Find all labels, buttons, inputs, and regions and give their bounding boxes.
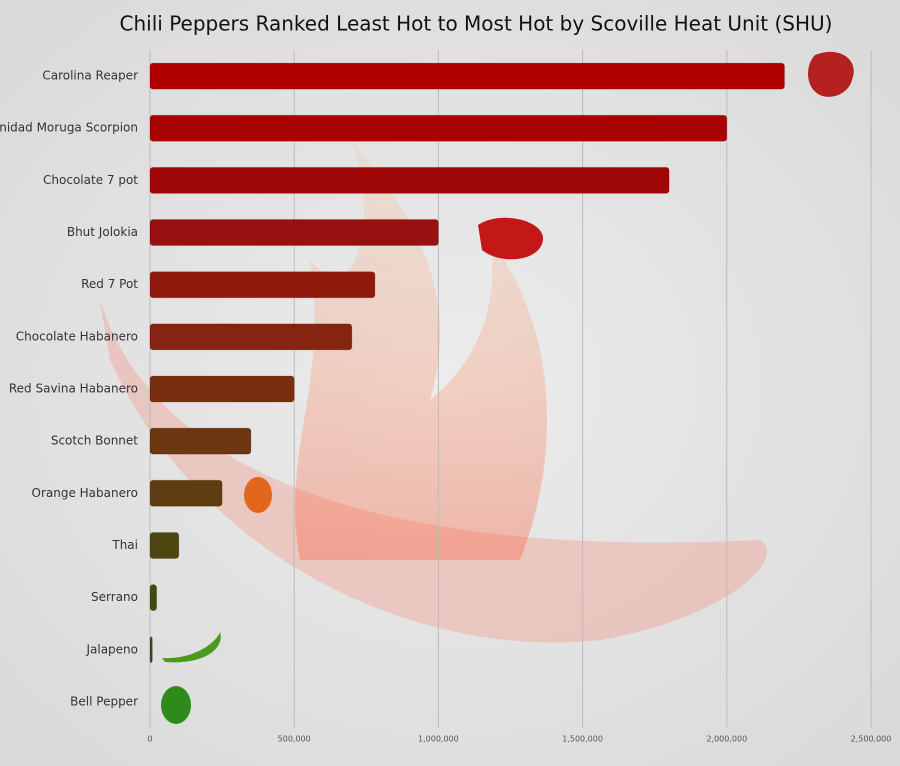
bar [149, 375, 295, 403]
bar [149, 584, 158, 612]
x-tick-label: 1,000,000 [418, 735, 459, 744]
y-tick-label: Carolina Reaper [42, 69, 138, 83]
y-tick-label: Red 7 Pot [81, 277, 138, 291]
x-tick-label: 0 [147, 735, 152, 744]
x-tick-label: 500,000 [278, 735, 311, 744]
y-tick-label: Thai [111, 538, 138, 552]
y-tick-label: Serrano [91, 590, 138, 604]
y-tick-label: Red Savina Habanero [9, 382, 138, 396]
pepper-icons [161, 51, 854, 724]
x-tick-label: 2,500,000 [851, 735, 892, 744]
icon-bell [161, 686, 191, 724]
icon-reaper [808, 51, 854, 97]
bar [149, 219, 439, 247]
bar [149, 636, 153, 664]
bar [149, 531, 180, 559]
y-tick-label: Trinidad Moruga Scorpion [0, 121, 138, 135]
x-tick-label: 2,000,000 [706, 735, 747, 744]
y-tick-label: Bhut Jolokia [67, 225, 138, 239]
y-tick-label: Chocolate 7 pot [43, 173, 138, 187]
y-tick-label: Scotch Bonnet [51, 434, 138, 448]
decor-flame [295, 140, 548, 560]
bar [149, 114, 728, 142]
icon-orange [244, 477, 272, 513]
chart-title: Chili Peppers Ranked Least Hot to Most H… [120, 12, 833, 36]
bar [149, 166, 670, 194]
bar [149, 427, 252, 455]
icon-bhut [478, 217, 544, 260]
x-tick-label: 1,500,000 [562, 735, 603, 744]
bar [149, 479, 223, 507]
y-tick-label: Jalapeno [85, 642, 138, 656]
decor-pepper [100, 300, 767, 643]
bar [149, 271, 376, 299]
bar [149, 323, 353, 351]
icon-jalapeno [162, 632, 221, 663]
y-tick-label: Orange Habanero [32, 486, 139, 500]
y-tick-label: Chocolate Habanero [16, 329, 138, 343]
bar [149, 62, 785, 90]
y-tick-label: Bell Pepper [70, 694, 138, 708]
